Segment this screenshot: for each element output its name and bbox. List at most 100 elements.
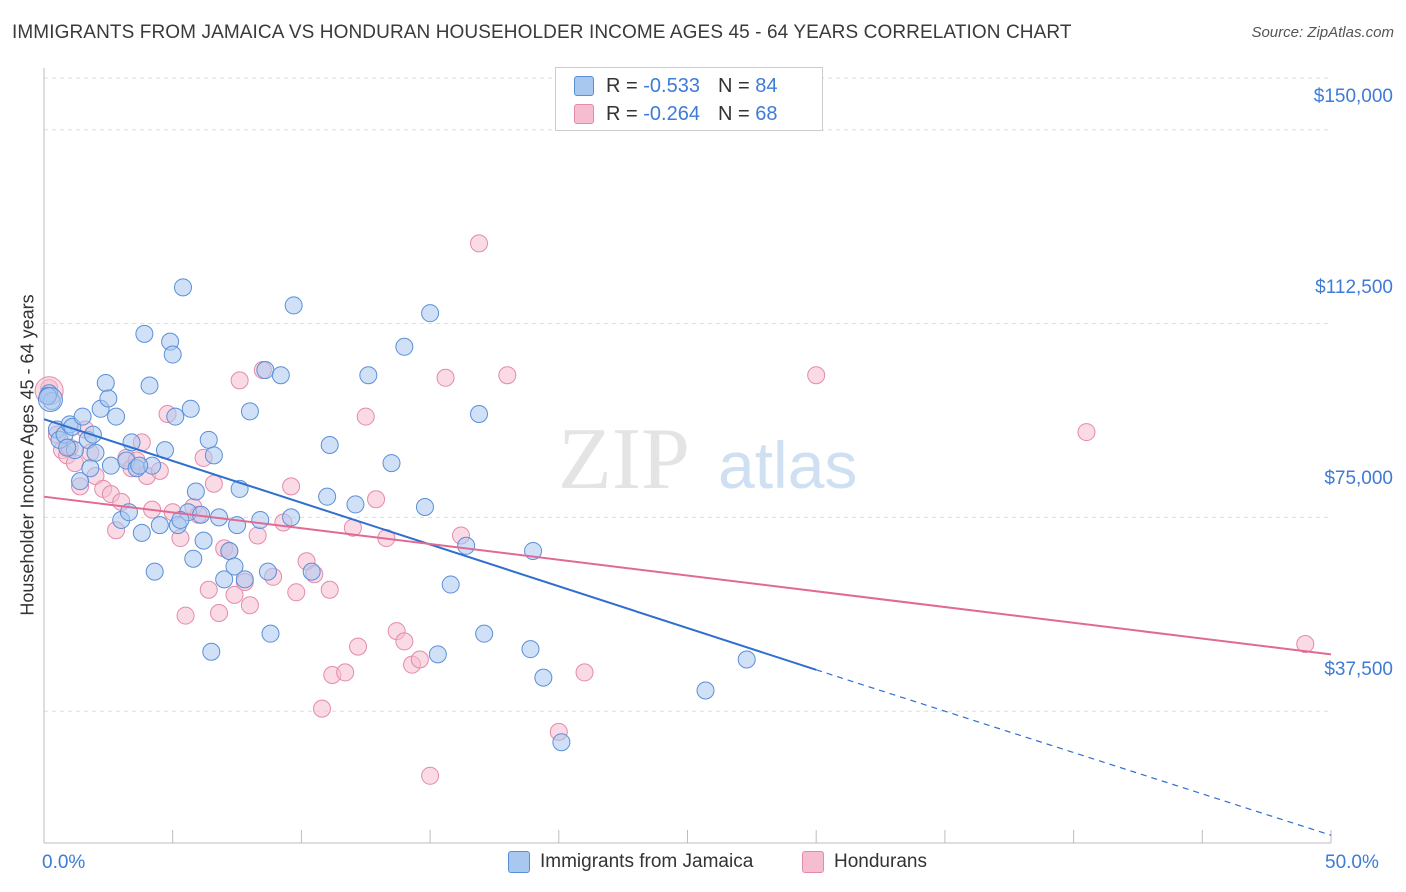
data-point-jamaica <box>534 668 553 687</box>
data-point-hondurans <box>312 699 331 718</box>
data-point-jamaica <box>421 304 440 323</box>
n-label: N = <box>717 74 750 97</box>
data-point-hondurans <box>436 368 455 387</box>
x-tick-label-min: 0.0% <box>42 852 86 873</box>
data-point-jamaica <box>181 399 200 418</box>
data-point-jamaica <box>240 402 259 421</box>
n-label: N = <box>717 102 750 125</box>
data-point-hondurans <box>320 580 339 599</box>
data-point-hondurans <box>199 580 218 599</box>
data-point-jamaica <box>37 387 63 413</box>
data-point-jamaica <box>145 562 164 581</box>
data-point-hondurans <box>225 585 244 604</box>
data-point-jamaica <box>235 570 254 589</box>
data-point-hondurans <box>470 234 489 253</box>
data-point-hondurans <box>210 603 229 622</box>
data-point-hondurans <box>349 637 368 656</box>
legend-swatch-hondurans <box>574 104 594 124</box>
data-point-jamaica <box>71 472 90 491</box>
data-point-hondurans <box>1077 423 1096 442</box>
data-point-jamaica <box>163 345 182 364</box>
y-axis-label: Householder Income Ages 45 - 64 years <box>17 294 38 616</box>
legend-label-jamaica: Immigrants from Jamaica <box>540 851 754 872</box>
data-point-jamaica <box>107 407 126 426</box>
data-point-hondurans <box>240 596 259 615</box>
watermark-zip: ZIP <box>558 411 690 508</box>
legend-item-jamaica[interactable]: Immigrants from Jamaica <box>508 851 753 873</box>
data-point-jamaica <box>96 373 115 392</box>
chart-title: IMMIGRANTS FROM JAMAICA VS HONDURAN HOUS… <box>12 22 1072 43</box>
data-point-jamaica <box>204 446 223 465</box>
data-point-hondurans <box>367 490 386 509</box>
r-label: R = <box>606 74 638 97</box>
r-value: -0.533 <box>643 74 700 97</box>
data-point-jamaica <box>171 510 190 529</box>
legend-item-hondurans[interactable]: Hondurans <box>802 851 927 873</box>
n-value: 84 <box>755 74 778 97</box>
data-point-jamaica <box>318 487 337 506</box>
r-label: R = <box>606 102 638 125</box>
data-point-jamaica <box>302 562 321 581</box>
data-point-jamaica <box>475 624 494 643</box>
legend-swatch-jamaica <box>574 76 594 96</box>
data-point-jamaica <box>521 640 540 659</box>
data-point-jamaica <box>552 733 571 752</box>
source-label: Source: ZipAtlas.com <box>1251 24 1394 41</box>
data-point-jamaica <box>737 650 756 669</box>
watermark-atlas: atlas <box>718 428 857 502</box>
data-point-jamaica <box>220 541 239 560</box>
data-point-hondurans <box>575 663 594 682</box>
series-jamaica-points <box>37 278 756 752</box>
data-point-hondurans <box>204 474 223 493</box>
r-value: -0.264 <box>643 102 700 125</box>
data-point-hondurans <box>176 606 195 625</box>
axes <box>43 68 1332 844</box>
y-tick-label: $150,000 <box>1313 86 1393 107</box>
data-point-jamaica <box>284 296 303 315</box>
legend-row-jamaica: R = -0.533 N = 84 <box>574 72 777 100</box>
trend-lines <box>43 418 1332 836</box>
data-point-jamaica <box>395 337 414 356</box>
data-point-jamaica <box>261 624 280 643</box>
data-point-hondurans <box>282 477 301 496</box>
data-point-jamaica <box>101 456 120 475</box>
legend-label-hondurans: Hondurans <box>834 851 927 872</box>
data-point-jamaica <box>173 278 192 297</box>
data-point-hondurans <box>421 766 440 785</box>
data-point-jamaica <box>696 681 715 700</box>
data-point-hondurans <box>287 583 306 602</box>
data-point-hondurans <box>336 663 355 682</box>
data-point-jamaica <box>382 454 401 473</box>
data-point-jamaica <box>140 376 159 395</box>
data-point-hondurans <box>356 407 375 426</box>
y-tick-label: $75,000 <box>1324 468 1393 489</box>
series-hondurans-points <box>34 234 1315 785</box>
data-point-jamaica <box>359 366 378 385</box>
trend-line-hondurans <box>43 495 1332 656</box>
data-point-hondurans <box>1296 634 1315 653</box>
data-point-jamaica <box>194 531 213 550</box>
data-point-hondurans <box>807 366 826 385</box>
data-point-hondurans <box>395 632 414 651</box>
data-point-jamaica <box>184 549 203 568</box>
data-point-jamaica <box>186 482 205 501</box>
data-point-hondurans <box>410 650 429 669</box>
data-point-jamaica <box>441 575 460 594</box>
n-value: 68 <box>755 102 778 125</box>
y-tick-label: $112,500 <box>1315 277 1393 298</box>
trend-line-jamaica-extrapolated <box>816 669 1332 836</box>
data-point-jamaica <box>130 456 149 475</box>
series-legend: Immigrants from Jamaica Hondurans <box>0 851 1406 879</box>
data-point-jamaica <box>150 516 169 535</box>
data-point-jamaica <box>457 536 476 555</box>
data-point-hondurans <box>498 366 517 385</box>
data-point-jamaica <box>81 459 100 478</box>
data-point-jamaica <box>199 430 218 449</box>
data-point-jamaica <box>346 495 365 514</box>
gridlines <box>44 77 1331 712</box>
data-point-jamaica <box>132 523 151 542</box>
x-tick-label-max: 50.0% <box>1325 852 1379 873</box>
data-point-jamaica <box>99 389 118 408</box>
y-tick-label: $37,500 <box>1324 659 1393 680</box>
